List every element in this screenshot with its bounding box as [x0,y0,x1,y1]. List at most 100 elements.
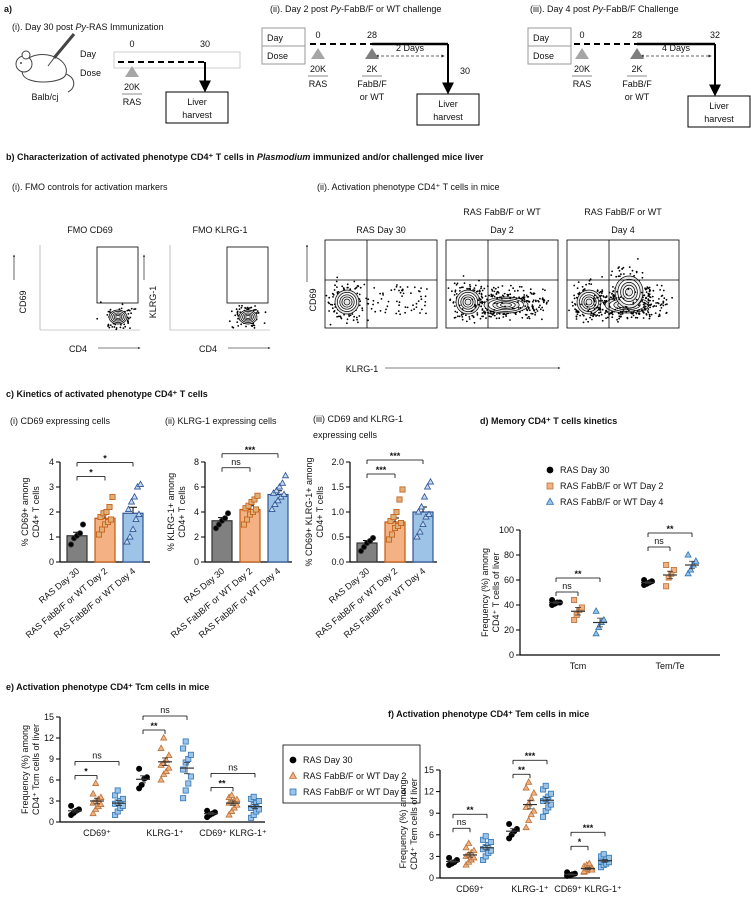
event-dot [456,311,459,314]
significance-label: ns [654,536,664,546]
event-dot [600,313,603,316]
harvest-label: harvest [433,112,463,122]
event-dot [535,308,538,311]
data-point [162,767,170,775]
event-dot [398,301,401,304]
event-dot [252,309,255,312]
event-dot [516,289,519,292]
significance-label: *** [525,751,536,761]
event-dot [509,297,512,299]
event-dot [478,290,481,293]
event-dot [648,286,651,289]
event-dot [643,301,646,304]
day-number: 0 [129,39,134,49]
panel-title: c) Kinetics of activated phenotype CD4⁺ … [6,389,208,399]
event-dot [568,309,570,312]
event-dot [415,302,418,305]
event-dot [133,308,136,310]
event-dot [628,310,630,312]
event-dot [628,266,631,268]
event-dot [647,311,650,314]
day-number: 28 [367,30,377,40]
event-dot [604,301,607,303]
y-axis-label: CD4⁺ T cells of liver [491,553,501,633]
event-dot [419,312,421,314]
event-dot [581,313,584,316]
event-dot [521,299,524,302]
event-dot [617,275,620,278]
day-number: 32 [710,30,720,40]
event-dot [585,303,588,305]
event-dot [617,267,620,269]
agent-label: or WT [360,92,385,102]
event-dot [545,302,548,305]
event-dot [334,284,336,287]
harvest-label: Liver [438,99,458,109]
error-bar [510,828,516,835]
event-dot [256,310,259,312]
event-dot [648,315,651,318]
plot-frame [324,239,438,329]
data-point [224,510,231,517]
event-dot [493,290,496,293]
event-dot [649,306,651,309]
event-dot [359,300,362,303]
event-dot [632,303,634,305]
event-dot [358,293,361,296]
panel-title: b) Characterization of activated phenoty… [6,152,484,162]
data-point [127,497,136,505]
event-dot [123,323,126,326]
data-point [482,833,489,840]
data-point [268,505,276,512]
data-point [157,744,165,751]
event-dot [404,311,406,314]
event-dot [374,310,377,313]
event-dot [349,288,352,291]
data-point [92,779,100,786]
agent-label: RAS [309,79,328,89]
event-dot [593,313,596,316]
event-dot [647,295,650,297]
y-tick-label: 15 [44,712,54,722]
data-point [369,535,376,542]
data-point [420,492,429,500]
event-dot [613,298,616,301]
event-dot [539,297,541,300]
y-tick-label: 9 [49,754,54,764]
event-dot [581,285,584,288]
event-dot [351,313,354,315]
event-dot [250,306,253,309]
event-dot [496,302,498,305]
event-dot [253,327,256,329]
event-dot [492,314,494,316]
event-dot [498,296,501,299]
event-dot [463,297,466,300]
data-point [542,782,549,789]
event-dot [590,314,592,317]
data-point [274,496,282,504]
event-dot [517,307,520,309]
event-dot [623,273,625,275]
dose-triangle [365,48,379,59]
event-dot [574,303,577,306]
event-dot [333,289,336,291]
title-part: -RAS Immunization [86,22,164,32]
title-part: immunized and/or challenged mice liver [310,152,484,162]
event-dot [587,320,589,323]
event-dot [586,305,589,308]
event-dot [527,300,530,303]
event-dot [477,303,480,306]
event-dot [488,315,491,318]
harvest-label: harvest [182,110,212,120]
event-dot [484,311,487,314]
data-point [103,508,110,515]
event-dot [529,288,532,291]
event-dot [113,326,116,328]
event-dot [641,276,644,279]
data-point [600,851,607,858]
data-point [112,792,119,799]
event-dot [598,311,600,314]
data-point [470,846,478,854]
event-dot [468,287,470,290]
plot-title: RAS FabB/F or WT [584,207,662,217]
